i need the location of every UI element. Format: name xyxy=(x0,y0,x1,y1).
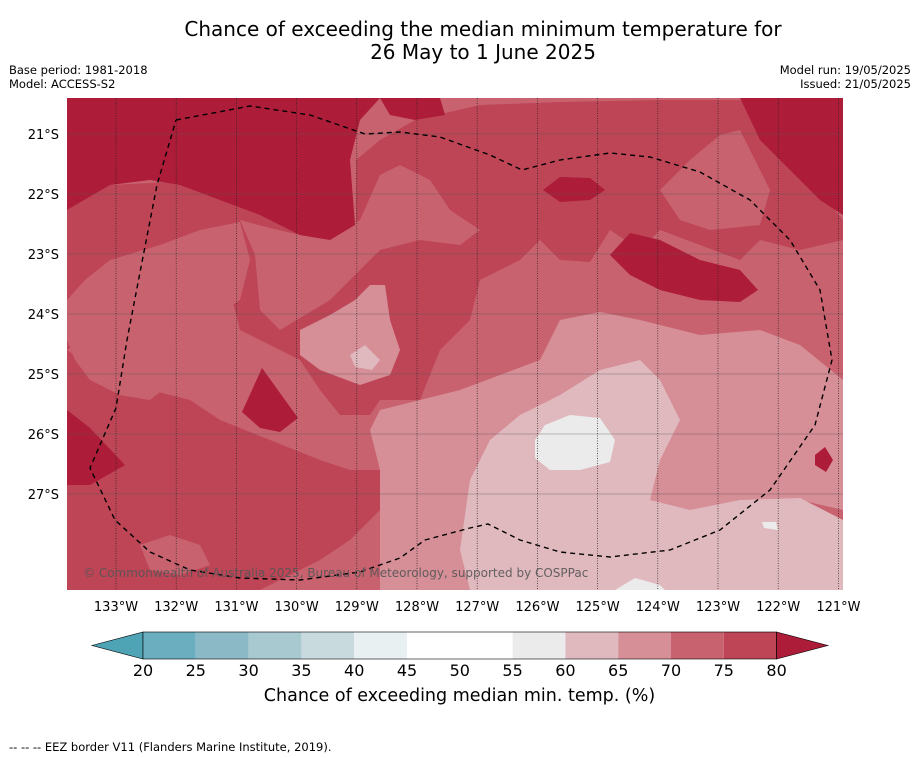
region-80-plus-small xyxy=(815,447,833,472)
eez-border-line xyxy=(89,105,833,581)
lat-tick-label: 27°S xyxy=(28,488,59,503)
colorbar-tick-label: 70 xyxy=(661,661,681,680)
lon-tick-label: 132°W xyxy=(154,600,198,615)
title-line-2: 26 May to 1 June 2025 xyxy=(370,40,596,64)
region-60-65-inner xyxy=(350,345,380,370)
region-55-60 xyxy=(535,415,615,470)
meta-left: Base period: 1981-2018 Model: ACCESS-S2 xyxy=(9,63,148,91)
meta-right: Model run: 19/05/2025 Issued: 21/05/2025 xyxy=(780,63,911,91)
colorbar-tick-label: 80 xyxy=(766,661,786,680)
latitude-axis: 21°S 22°S 23°S 24°S 25°S 26°S 27°S xyxy=(28,128,59,503)
colorbar-swatch xyxy=(248,632,302,659)
lon-tick-label: 122°W xyxy=(756,600,800,615)
lon-tick-label: 130°W xyxy=(275,600,319,615)
region-80-plus-center xyxy=(242,368,298,432)
colorbar-tick-label: 55 xyxy=(502,661,522,680)
region-60-65 xyxy=(460,360,843,590)
region-80-plus-north xyxy=(67,98,380,240)
colorbar-tick-label: 65 xyxy=(608,661,628,680)
lon-tick-label: 127°W xyxy=(455,600,499,615)
colorbar-swatch xyxy=(459,632,513,659)
colorbar-tick-label: 40 xyxy=(344,661,364,680)
colorbar-swatch xyxy=(512,632,566,659)
base-period: Base period: 1981-2018 xyxy=(9,63,148,77)
grid-lines xyxy=(67,98,843,590)
map-title: Chance of exceeding the median minimum t… xyxy=(0,18,919,64)
colorbar-tick-label: 25 xyxy=(186,661,206,680)
lon-tick-label: 123°W xyxy=(696,600,740,615)
colorbar-swatch xyxy=(723,632,777,659)
copyright-text: © Commonwealth of Australia 2025, Bureau… xyxy=(83,566,588,580)
colorbar-over-arrow xyxy=(776,631,830,660)
lon-tick-label: 133°W xyxy=(94,600,138,615)
lon-tick-label: 126°W xyxy=(515,600,559,615)
longitude-axis: 133°W 132°W 131°W 130°W 129°W 128°W 127°W 126°W… xyxy=(94,600,861,615)
colorbar-swatch xyxy=(301,632,355,659)
region-80-plus-east xyxy=(610,233,758,302)
colorbar-swatch xyxy=(407,632,460,659)
colorbar-tick-label: 60 xyxy=(555,661,575,680)
region-70-75-east xyxy=(660,130,770,230)
region-70-75-southwest xyxy=(140,535,210,575)
colorbar-swatch xyxy=(618,632,671,659)
region-55-60-bottom xyxy=(615,578,665,590)
model-run: Model run: 19/05/2025 xyxy=(779,63,911,77)
region-70-75-center xyxy=(240,165,480,330)
colorbar-under-arrow xyxy=(90,631,144,660)
lon-tick-label: 128°W xyxy=(395,600,439,615)
lat-tick-label: 21°S xyxy=(28,128,59,143)
colorbar-tick-label: 45 xyxy=(397,661,417,680)
region-80-plus-west xyxy=(67,410,125,485)
colorbar-tick-label: 20 xyxy=(133,661,153,680)
colorbar-swatch xyxy=(354,632,407,659)
lat-tick-label: 26°S xyxy=(28,428,59,443)
region-75-80-west xyxy=(67,350,380,590)
region-55-60-small xyxy=(762,522,778,530)
colorbar-tick-label: 35 xyxy=(291,661,311,680)
eez-legend-footer: -- -- -- EEZ border V11 (Flanders Marine… xyxy=(9,740,332,754)
region-70-75-west xyxy=(67,222,250,400)
colorbar: 20 25 30 35 40 45 50 55 60 65 70 75 80 xyxy=(90,631,830,680)
colorbar-swatch xyxy=(565,632,619,659)
region-65-70-east xyxy=(670,395,843,445)
title-line-1: Chance of exceeding the median minimum t… xyxy=(184,17,782,41)
lat-tick-label: 23°S xyxy=(28,248,59,263)
lon-tick-label: 129°W xyxy=(335,600,379,615)
colorbar-swatch xyxy=(195,632,249,659)
region-80-plus-northeast xyxy=(740,98,843,215)
lat-tick-label: 22°S xyxy=(28,188,59,203)
colorbar-frame xyxy=(142,631,777,660)
colorbar-label: Chance of exceeding median min. temp. (%… xyxy=(263,686,656,706)
lat-tick-label: 25°S xyxy=(28,368,59,383)
lat-tick-label: 24°S xyxy=(28,308,59,323)
issued-date: Issued: 21/05/2025 xyxy=(800,77,911,91)
colorbar-swatch xyxy=(143,632,196,659)
lon-tick-label: 124°W xyxy=(636,600,680,615)
region-80-plus-blob xyxy=(543,177,605,202)
lon-tick-label: 121°W xyxy=(816,600,860,615)
colorbar-swatch xyxy=(671,632,724,659)
lon-tick-label: 125°W xyxy=(576,600,620,615)
colorbar-tick-label: 75 xyxy=(714,661,734,680)
region-80-plus-north-2 xyxy=(380,98,445,120)
lon-tick-label: 131°W xyxy=(214,600,258,615)
colorbar-tick-label: 50 xyxy=(450,661,470,680)
model-name: Model: ACCESS-S2 xyxy=(9,77,116,91)
map-area xyxy=(67,98,843,590)
colorbar-tick-label: 30 xyxy=(238,661,258,680)
